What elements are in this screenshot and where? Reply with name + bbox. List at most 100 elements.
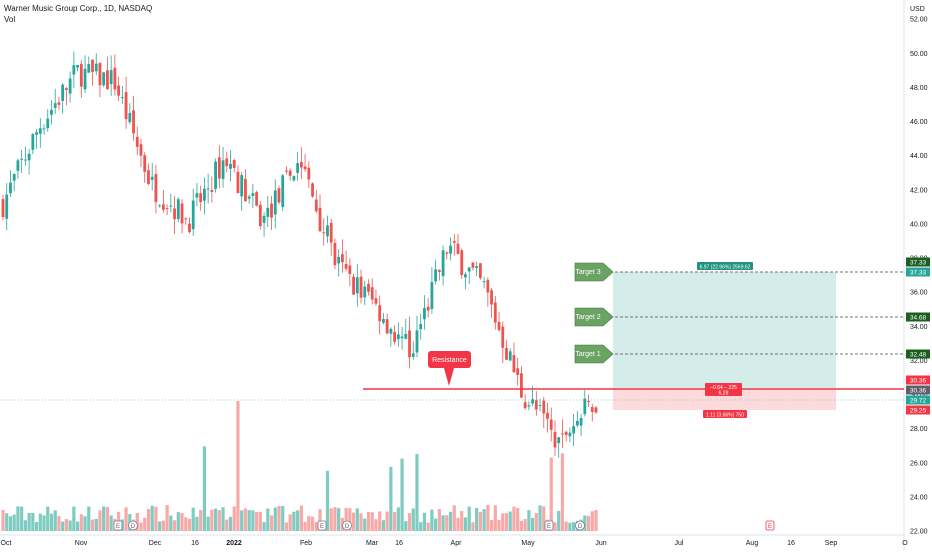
candle	[333, 238, 337, 270]
candle	[452, 233, 456, 256]
candle	[244, 169, 247, 202]
candle	[191, 188, 195, 236]
event-marker-label: D	[131, 524, 136, 530]
candle	[173, 196, 176, 235]
price-badge-label: 37.33	[910, 269, 927, 276]
candle	[512, 342, 516, 373]
volume-bar	[61, 521, 65, 531]
volume-bar	[146, 509, 151, 531]
candle	[281, 174, 285, 212]
candle	[53, 88, 57, 114]
volume-bar	[27, 512, 31, 531]
volume-bar	[199, 510, 203, 531]
candle	[120, 85, 124, 104]
resistance-callout[interactable]: Resistance	[428, 351, 471, 386]
dividend-marker[interactable]: D	[128, 520, 138, 531]
time-tick-label: Aug	[746, 540, 759, 547]
earnings-marker[interactable]: E	[113, 520, 123, 531]
candle	[109, 55, 113, 96]
volume-bar	[79, 514, 83, 531]
price-badge-label: 30.36	[910, 377, 927, 384]
volume-bar	[154, 506, 158, 531]
earnings-marker[interactable]: E	[317, 520, 327, 531]
candle	[195, 183, 199, 207]
candle	[132, 95, 135, 141]
price-badge: 34.68	[906, 312, 930, 322]
volume-bar	[430, 509, 434, 531]
volume-bar	[46, 506, 50, 531]
volume-bar	[53, 510, 57, 531]
volume-bar	[150, 505, 154, 531]
volume-bar	[325, 470, 330, 531]
time-tick-label: Jun	[595, 540, 606, 547]
volume-bar	[560, 453, 565, 531]
candle	[482, 276, 486, 289]
candle	[273, 179, 277, 229]
candle	[214, 158, 217, 193]
candle	[587, 394, 590, 407]
volume-bar	[247, 510, 251, 531]
candle	[445, 251, 449, 260]
time-tick-label: Mar	[366, 540, 379, 547]
price-tick-label: 44.00	[910, 153, 928, 160]
target-3-callout[interactable]: Target 3	[574, 262, 614, 282]
profit-zone[interactable]	[613, 272, 836, 389]
volume-bar	[72, 506, 76, 531]
target-1-callout[interactable]: Target 1	[574, 344, 614, 364]
volume-bar	[493, 505, 497, 531]
candle	[508, 348, 512, 362]
volume-bar	[221, 507, 225, 531]
candle	[50, 100, 53, 125]
volume-bar	[139, 522, 143, 531]
time-tick-label: Feb	[300, 540, 312, 547]
candle	[411, 341, 415, 360]
volume-bar	[228, 516, 233, 531]
earnings-marker[interactable]: E	[765, 520, 775, 531]
candle	[46, 109, 50, 132]
volume-bar	[426, 522, 430, 531]
target-2-callout[interactable]: Target 2	[574, 307, 614, 327]
candle	[57, 96, 61, 110]
volume-bar	[572, 522, 576, 531]
candle	[76, 64, 79, 72]
volume-bar	[519, 520, 524, 531]
price-tick-label: 36.00	[910, 290, 928, 297]
volume-bar	[102, 506, 106, 531]
volume-bar	[195, 516, 199, 531]
target-3-label: Target 3	[575, 269, 600, 276]
volume-bar	[389, 466, 393, 531]
candle	[437, 269, 441, 281]
volume-bar	[508, 511, 512, 531]
volume-bar	[549, 457, 553, 531]
event-marker-label: E	[116, 524, 120, 530]
earnings-marker[interactable]: E	[544, 520, 554, 531]
dividend-marker[interactable]: D	[575, 520, 585, 531]
candle	[456, 234, 460, 255]
candle	[568, 427, 572, 443]
volume-bar	[273, 507, 277, 531]
candle	[527, 401, 531, 411]
volume-bar	[422, 512, 427, 531]
volume-bar	[307, 516, 311, 531]
candle	[385, 313, 389, 335]
candle	[303, 154, 307, 172]
price-tick-label: 46.00	[910, 119, 928, 126]
volume-bar	[284, 522, 289, 531]
volume-bar	[363, 518, 367, 531]
candle	[35, 129, 38, 149]
loss-zone[interactable]	[613, 389, 836, 410]
volume-bar	[303, 521, 307, 531]
time-axis[interactable]: Oct Nov Dec 16 2022 Feb Mar 16 Apr May Jun Jul Aug 16…	[1, 540, 909, 547]
volume-bar	[355, 508, 359, 531]
volume-bar	[49, 513, 54, 531]
dividend-marker[interactable]: D	[342, 520, 352, 531]
candle	[542, 396, 546, 429]
price-tick-label: 42.00	[910, 187, 928, 194]
candle	[404, 318, 408, 340]
center-label-1: −0.64 − 225	[710, 385, 737, 391]
volume-bar	[23, 520, 27, 531]
volume-bar	[594, 509, 598, 531]
